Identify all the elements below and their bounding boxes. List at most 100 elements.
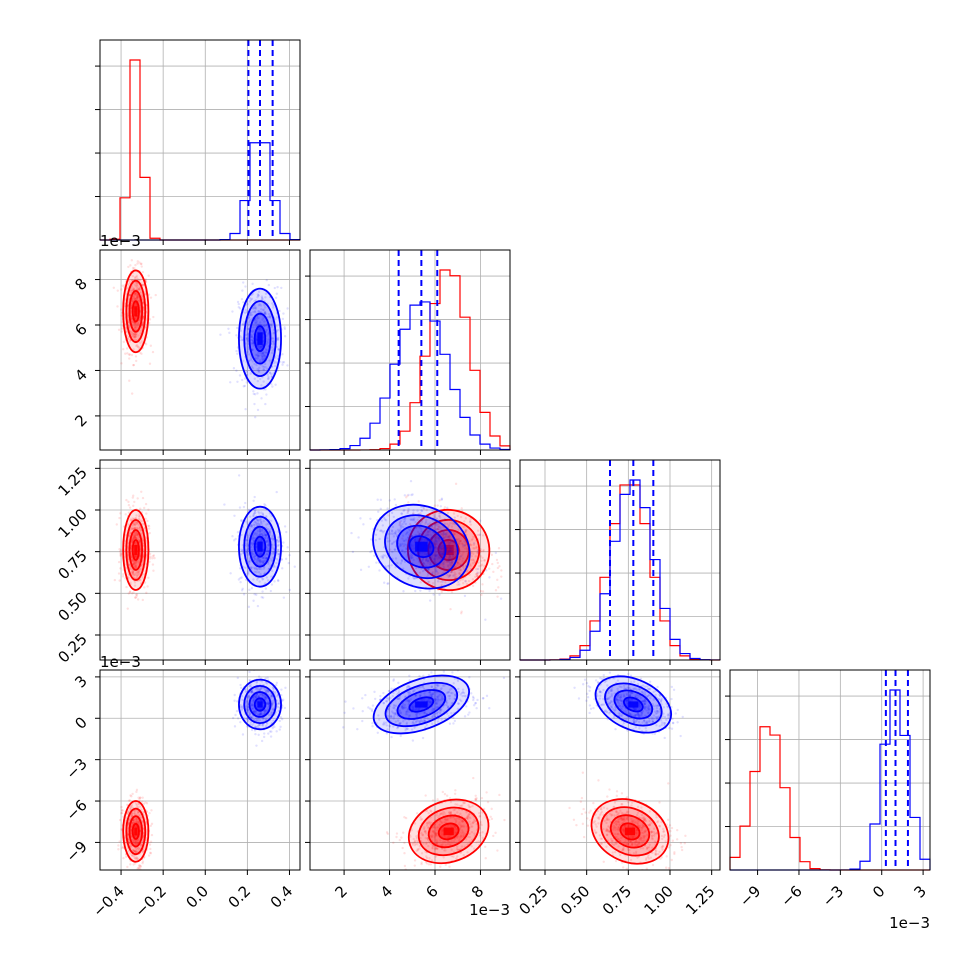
sample-point (263, 311, 267, 314)
sample-point (251, 541, 254, 545)
sample-point (277, 336, 280, 340)
sample-point (265, 342, 268, 346)
sample-point (376, 498, 379, 501)
sample-point (441, 790, 444, 794)
sample-point (449, 540, 453, 543)
sample-point (424, 534, 427, 537)
sample-point (125, 498, 128, 502)
sample-point (400, 512, 403, 515)
sample-point (276, 285, 279, 289)
sample-point (136, 324, 139, 327)
sample-point (252, 514, 255, 517)
sample-point (119, 552, 122, 555)
sample-point (127, 840, 131, 843)
sample-point (270, 325, 274, 328)
sample-point (122, 856, 125, 860)
sample-point (433, 554, 436, 557)
sample-point (260, 397, 263, 400)
sample-point (262, 309, 265, 312)
sample-point (132, 571, 135, 574)
sample-point (391, 525, 395, 529)
sample-point (450, 561, 453, 564)
sample-point (132, 535, 136, 538)
sample-point (261, 297, 264, 300)
sample-point (257, 309, 260, 313)
sample-point (258, 530, 262, 534)
sample-point (140, 325, 144, 328)
sample-point (263, 354, 266, 357)
sample-point (467, 579, 471, 583)
sample-point (260, 529, 264, 532)
sample-point (131, 274, 135, 278)
sample-point (253, 593, 256, 596)
sample-point (261, 577, 265, 581)
sample-point (248, 527, 251, 531)
sample-point (135, 297, 138, 300)
sample-point (437, 512, 441, 515)
sample-point (435, 570, 438, 573)
sample-point (401, 523, 404, 526)
sample-point (452, 512, 456, 515)
sample-point (255, 337, 258, 340)
sample-point (399, 524, 402, 528)
sample-point (408, 522, 412, 526)
sample-point (405, 538, 408, 541)
sample-point (248, 296, 252, 300)
sample-point (246, 549, 250, 553)
sample-point (247, 316, 251, 319)
sample-point (387, 582, 390, 585)
sample-point (126, 865, 129, 869)
sample-point (485, 791, 488, 794)
sample-point (241, 587, 244, 591)
sample-point (244, 311, 247, 315)
sample-point (126, 352, 129, 355)
sample-point (133, 536, 136, 539)
sample-point (263, 304, 266, 307)
sample-point (263, 554, 267, 557)
sample-point (439, 548, 443, 551)
sample-point (260, 308, 263, 311)
sample-point (134, 554, 137, 557)
sample-point (136, 295, 139, 299)
sample-point (237, 578, 241, 581)
sample-point (237, 302, 240, 306)
sample-point (390, 564, 393, 567)
sample-point (427, 530, 430, 533)
sample-point (494, 589, 498, 592)
sample-point (137, 288, 140, 292)
sample-point (271, 385, 274, 388)
sample-point (394, 557, 398, 560)
sample-point (433, 504, 437, 507)
sample-point (264, 296, 267, 299)
sample-point (437, 556, 440, 559)
sample-point (401, 567, 405, 570)
sample-point (494, 831, 497, 835)
sample-point (132, 562, 135, 566)
sample-point (128, 379, 131, 382)
sample-point (247, 534, 251, 537)
sample-point (252, 339, 255, 342)
sample-point (146, 519, 149, 523)
sample-point (129, 329, 132, 332)
sample-point (147, 527, 151, 530)
sample-point (258, 329, 262, 333)
sample-point (472, 542, 476, 545)
sample-point (258, 558, 262, 562)
sample-point (261, 556, 265, 560)
sample-point (457, 562, 460, 565)
x-tick-label: 0.0 (182, 882, 212, 912)
sample-point (259, 529, 262, 532)
sample-point (271, 337, 274, 340)
sample-point (454, 573, 457, 576)
sample-point (461, 559, 464, 563)
sample-point (462, 567, 465, 571)
sample-point (438, 593, 441, 596)
sample-point (437, 577, 440, 580)
sample-point (135, 819, 138, 823)
sample-point (246, 339, 250, 343)
sample-point (131, 821, 134, 825)
sample-point (386, 532, 390, 536)
sample-point (434, 546, 438, 549)
sample-point (257, 675, 261, 678)
sample-point (261, 590, 264, 593)
